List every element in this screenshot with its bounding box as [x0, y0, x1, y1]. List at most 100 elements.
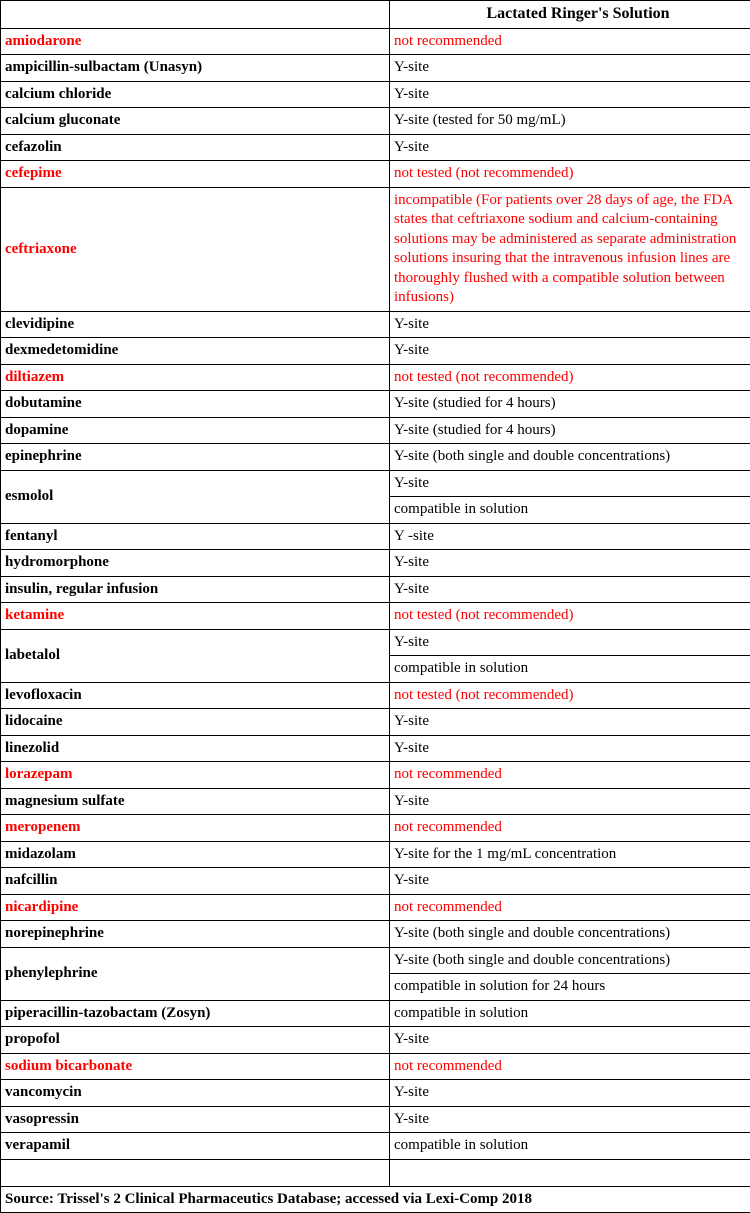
compat-cell: not tested (not recommended) [390, 364, 750, 391]
drug-cell: labetalol [1, 629, 390, 682]
table-row: cefazolinY-site [1, 134, 750, 161]
compat-cell: Y-site (both single and double concentra… [390, 947, 750, 974]
table-row: levofloxacinnot tested (not recommended) [1, 682, 750, 709]
drug-cell: insulin, regular infusion [1, 576, 390, 603]
table-row: epinephrineY-site (both single and doubl… [1, 444, 750, 471]
blank-cell [390, 1159, 750, 1186]
header-drug [1, 1, 390, 29]
drug-cell: nafcillin [1, 868, 390, 895]
drug-cell: meropenem [1, 815, 390, 842]
table-row: linezolidY-site [1, 735, 750, 762]
compat-cell: compatible in solution [390, 1133, 750, 1160]
compat-cell: Y-site [390, 470, 750, 497]
drug-cell: ceftriaxone [1, 187, 390, 311]
table-row: dexmedetomidineY-site [1, 338, 750, 365]
compat-cell: Y-site [390, 735, 750, 762]
compat-cell: Y-site [390, 1080, 750, 1107]
compat-cell: Y-site (tested for 50 mg/mL) [390, 108, 750, 135]
drug-cell: phenylephrine [1, 947, 390, 1000]
drug-cell: diltiazem [1, 364, 390, 391]
table-row: lidocaineY-site [1, 709, 750, 736]
compat-cell: Y-site [390, 788, 750, 815]
table-row: calcium gluconateY-site (tested for 50 m… [1, 108, 750, 135]
compatibility-table: Lactated Ringer's Solutionamiodaronenot … [0, 0, 750, 1213]
drug-cell: esmolol [1, 470, 390, 523]
source-row: Source: Trissel's 2 Clinical Pharmaceuti… [1, 1186, 750, 1213]
compat-cell: Y-site [390, 1027, 750, 1054]
compat-cell: Y-site [390, 134, 750, 161]
compat-cell: not tested (not recommended) [390, 603, 750, 630]
table-row: piperacillin-tazobactam (Zosyn)compatibl… [1, 1000, 750, 1027]
table-row: insulin, regular infusionY-site [1, 576, 750, 603]
drug-cell: amiodarone [1, 28, 390, 55]
table-row: verapamilcompatible in solution [1, 1133, 750, 1160]
compat-cell: not recommended [390, 28, 750, 55]
compat-cell: Y-site [390, 709, 750, 736]
drug-cell: midazolam [1, 841, 390, 868]
drug-cell: nicardipine [1, 894, 390, 921]
drug-cell: lorazepam [1, 762, 390, 789]
table-row: esmololY-site [1, 470, 750, 497]
drug-cell: epinephrine [1, 444, 390, 471]
compat-cell: Y-site (both single and double concentra… [390, 921, 750, 948]
compat-cell: Y-site [390, 868, 750, 895]
table-row: meropenemnot recommended [1, 815, 750, 842]
compat-cell: Y-site [390, 576, 750, 603]
compat-cell: compatible in solution for 24 hours [390, 974, 750, 1001]
table-row: nafcillinY-site [1, 868, 750, 895]
drug-cell: hydromorphone [1, 550, 390, 577]
source-text: Source: Trissel's 2 Clinical Pharmaceuti… [1, 1186, 750, 1213]
drug-cell: verapamil [1, 1133, 390, 1160]
table-row: cefepimenot tested (not recommended) [1, 161, 750, 188]
drug-cell: calcium gluconate [1, 108, 390, 135]
table-row: magnesium sulfateY-site [1, 788, 750, 815]
drug-cell: linezolid [1, 735, 390, 762]
compat-cell: Y-site (studied for 4 hours) [390, 417, 750, 444]
drug-cell: cefazolin [1, 134, 390, 161]
table-row: nicardipinenot recommended [1, 894, 750, 921]
compat-cell: Y-site [390, 629, 750, 656]
drug-cell: levofloxacin [1, 682, 390, 709]
compat-cell: not tested (not recommended) [390, 161, 750, 188]
drug-cell: magnesium sulfate [1, 788, 390, 815]
drug-cell: clevidipine [1, 311, 390, 338]
drug-cell: vasopressin [1, 1106, 390, 1133]
blank-cell [1, 1159, 390, 1186]
table-row: propofolY-site [1, 1027, 750, 1054]
table-row: phenylephrineY-site (both single and dou… [1, 947, 750, 974]
compat-cell: Y-site [390, 550, 750, 577]
compat-cell: Y-site [390, 55, 750, 82]
compat-cell: Y-site [390, 338, 750, 365]
table-row: labetalolY-site [1, 629, 750, 656]
table-row: dobutamineY-site (studied for 4 hours) [1, 391, 750, 418]
drug-cell: calcium chloride [1, 81, 390, 108]
compat-cell: Y-site for the 1 mg/mL concentration [390, 841, 750, 868]
table-row: fentanylY -site [1, 523, 750, 550]
table-row: amiodaronenot recommended [1, 28, 750, 55]
table-row: ketaminenot tested (not recommended) [1, 603, 750, 630]
drug-cell: dopamine [1, 417, 390, 444]
compat-cell: Y-site (studied for 4 hours) [390, 391, 750, 418]
drug-cell: dexmedetomidine [1, 338, 390, 365]
drug-cell: ketamine [1, 603, 390, 630]
table-row: ceftriaxoneincompatible (For patients ov… [1, 187, 750, 311]
compat-cell: not recommended [390, 894, 750, 921]
table-row: calcium chlorideY-site [1, 81, 750, 108]
table-row: hydromorphoneY-site [1, 550, 750, 577]
compat-cell: not tested (not recommended) [390, 682, 750, 709]
drug-cell: fentanyl [1, 523, 390, 550]
table-row: clevidipineY-site [1, 311, 750, 338]
compat-cell: Y-site [390, 1106, 750, 1133]
header-row: Lactated Ringer's Solution [1, 1, 750, 29]
compat-cell: incompatible (For patients over 28 days … [390, 187, 750, 311]
table-row: norepinephrineY-site (both single and do… [1, 921, 750, 948]
drug-cell: lidocaine [1, 709, 390, 736]
drug-cell: ampicillin-sulbactam (Unasyn) [1, 55, 390, 82]
table-row: midazolamY-site for the 1 mg/mL concentr… [1, 841, 750, 868]
compat-cell: not recommended [390, 815, 750, 842]
drug-cell: norepinephrine [1, 921, 390, 948]
compat-cell: compatible in solution [390, 1000, 750, 1027]
drug-cell: piperacillin-tazobactam (Zosyn) [1, 1000, 390, 1027]
compat-cell: compatible in solution [390, 656, 750, 683]
drug-cell: vancomycin [1, 1080, 390, 1107]
